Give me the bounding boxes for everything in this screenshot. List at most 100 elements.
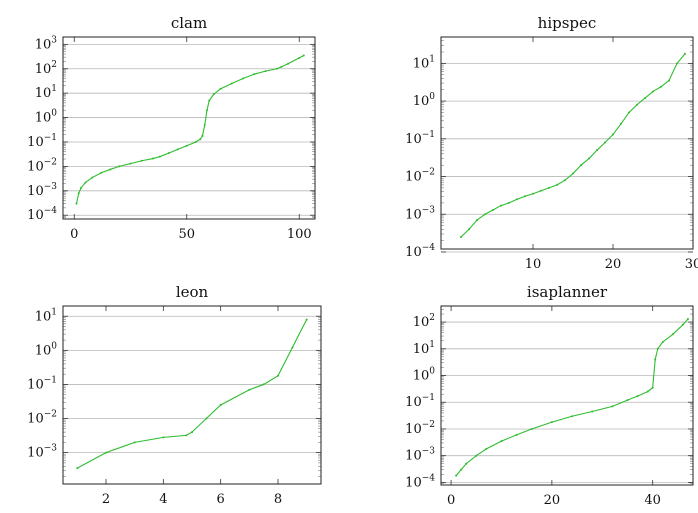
data-point xyxy=(185,144,188,147)
x-tick-label: 30 xyxy=(685,257,698,272)
y-tick-label: 10−4 xyxy=(405,473,435,490)
data-point xyxy=(612,133,614,136)
y-tick-label: 100 xyxy=(35,109,58,126)
data-point xyxy=(564,179,566,182)
data-point xyxy=(158,155,161,158)
data-point xyxy=(572,172,574,175)
data-point xyxy=(661,340,664,343)
y-tick-label: 10−3 xyxy=(27,444,57,461)
data-point xyxy=(208,99,211,102)
y-tick-label: 100 xyxy=(413,367,436,384)
data-point xyxy=(671,333,674,336)
data-point xyxy=(651,386,654,389)
data-point xyxy=(596,149,598,152)
data-point xyxy=(500,204,502,207)
data-point xyxy=(626,399,629,402)
x-tick-label: 40 xyxy=(644,493,661,508)
data-point xyxy=(100,171,103,174)
data-point xyxy=(109,168,112,171)
y-tick-label: 101 xyxy=(35,84,57,101)
series-line xyxy=(75,54,305,204)
data-point xyxy=(201,134,204,137)
data-point xyxy=(191,431,193,434)
data-point xyxy=(591,410,594,413)
data-point xyxy=(460,468,463,471)
y-tick-label: 103 xyxy=(35,35,58,52)
y-tick-label: 10−3 xyxy=(405,447,435,464)
plot-frame xyxy=(440,36,694,250)
data-point xyxy=(253,73,256,76)
data-point xyxy=(516,198,518,201)
data-point xyxy=(262,383,265,386)
data-point xyxy=(628,111,630,114)
x-tick-label: 10 xyxy=(525,257,542,272)
data-point xyxy=(580,164,582,167)
data-point xyxy=(287,62,289,65)
chart-title: leon xyxy=(176,283,209,301)
data-point xyxy=(530,427,533,430)
data-point xyxy=(636,103,638,106)
data-point xyxy=(455,474,458,477)
data-point xyxy=(194,140,197,143)
data-point xyxy=(588,157,590,160)
x-tick-label: 4 xyxy=(159,492,167,507)
data-point xyxy=(684,52,686,55)
data-point xyxy=(205,417,208,420)
y-tick-label: 10−1 xyxy=(27,133,57,150)
data-point xyxy=(298,56,301,59)
x-tick-label: 50 xyxy=(178,227,195,242)
data-point xyxy=(212,93,215,96)
data-point xyxy=(548,186,550,189)
y-tick-label: 101 xyxy=(413,54,435,71)
data-point xyxy=(176,148,179,151)
data-point xyxy=(129,162,132,165)
y-tick-label: 10−4 xyxy=(405,243,435,260)
series-line xyxy=(460,53,686,238)
data-point xyxy=(611,405,614,408)
plot-frame xyxy=(62,36,316,220)
x-tick-label: 0 xyxy=(447,493,455,508)
data-point xyxy=(508,201,510,204)
data-point xyxy=(230,82,233,85)
data-point xyxy=(275,67,278,70)
y-tick-label: 102 xyxy=(35,60,57,77)
y-tick-label: 10−2 xyxy=(405,168,435,185)
y-tick-label: 10−3 xyxy=(405,205,435,222)
data-point xyxy=(280,65,283,68)
y-tick-label: 10−3 xyxy=(27,182,57,199)
data-point xyxy=(76,467,79,470)
data-point xyxy=(465,462,468,465)
data-point xyxy=(305,318,308,321)
data-point xyxy=(656,347,659,350)
data-point xyxy=(604,141,606,144)
data-point xyxy=(91,176,94,179)
data-point xyxy=(302,54,305,57)
data-point xyxy=(277,374,279,377)
data-point xyxy=(75,202,78,205)
panel-leon: leon 10−3 10−2 10−1 100 101 2 4 6 8 xyxy=(27,283,322,507)
y-tick-label: 10−1 xyxy=(405,130,435,147)
data-point xyxy=(140,159,143,162)
data-point xyxy=(620,122,622,125)
data-point xyxy=(654,358,657,361)
data-point xyxy=(660,85,662,88)
data-point xyxy=(668,79,670,82)
x-tick-label: 2 xyxy=(102,492,110,507)
y-tick-label: 101 xyxy=(35,307,57,324)
data-point xyxy=(540,189,542,192)
series-line xyxy=(77,319,308,469)
y-tick-label: 10−2 xyxy=(27,157,57,174)
data-point xyxy=(219,87,222,90)
y-tick-label: 100 xyxy=(413,92,436,109)
y-tick-label: 10−4 xyxy=(27,206,57,223)
data-point xyxy=(550,421,553,424)
data-point xyxy=(644,97,646,100)
panel-isaplanner: isaplanner 10−4 10−3 10−2 10−1 100 101 102 0 20 40 xyxy=(405,283,694,508)
data-point xyxy=(468,228,470,231)
data-point xyxy=(199,138,202,141)
chart-title: hipspec xyxy=(538,14,597,32)
data-point xyxy=(460,235,462,238)
data-point xyxy=(515,433,518,436)
data-point xyxy=(84,181,87,184)
data-point xyxy=(524,195,526,198)
